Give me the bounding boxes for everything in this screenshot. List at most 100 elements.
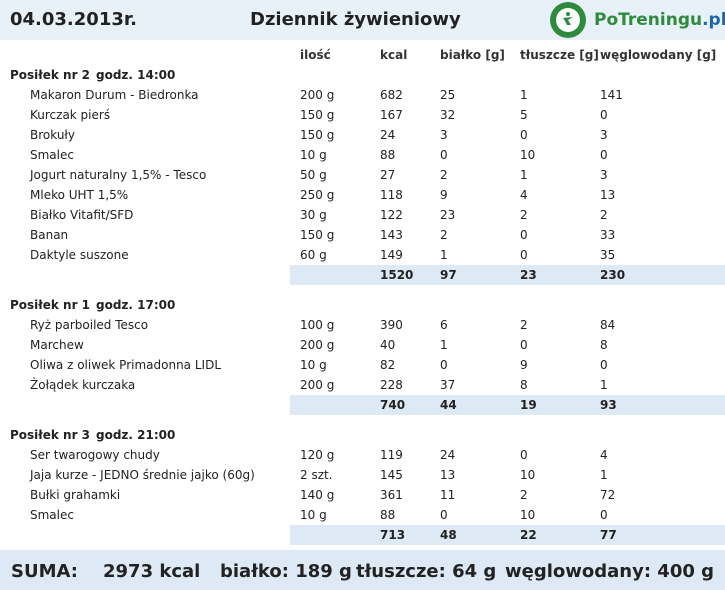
- column-header-protein: białko [g]: [440, 48, 505, 62]
- cell-carbs: 8: [600, 338, 608, 352]
- cell-kcal: 82: [380, 358, 396, 372]
- summary-carbs: węglowodany: 400 g: [505, 561, 715, 582]
- cell-qty: 150 g: [300, 228, 335, 242]
- cell-kcal: 390: [380, 318, 403, 332]
- cell-protein: 3: [440, 128, 448, 142]
- total-fat: 19: [520, 398, 537, 412]
- cell-qty: 30 g: [300, 208, 327, 222]
- cell-kcal: 118: [380, 188, 403, 202]
- cell-carbs: 1: [600, 468, 608, 482]
- total-protein: 48: [440, 528, 457, 542]
- cell-fat: 2: [520, 488, 528, 502]
- food-name: Bułki grahamki: [30, 488, 121, 502]
- total-kcal: 713: [380, 528, 406, 542]
- meal-total-row: 713 48 22 77: [0, 525, 725, 545]
- cell-carbs: 13: [600, 188, 616, 202]
- table-row: Marchew 200 g 40 1 0 8: [0, 335, 725, 355]
- cell-fat: 10: [520, 508, 536, 522]
- table-row: Ser twarogowy chudy 120 g 119 24 0 4: [0, 445, 725, 465]
- cell-fat: 0: [520, 128, 528, 142]
- cell-kcal: 167: [380, 108, 403, 122]
- table-row: Bułki grahamki 140 g 361 11 2 72: [0, 485, 725, 505]
- food-name: Smalec: [30, 148, 74, 162]
- cell-qty: 150 g: [300, 128, 335, 142]
- total-carbs: 77: [600, 528, 617, 542]
- cell-kcal: 149: [380, 248, 403, 262]
- meal-header: Posiłek nr 1 godz. 17:00: [0, 295, 725, 315]
- meal-time: godz. 21:00: [96, 428, 176, 442]
- cell-fat: 0: [520, 338, 528, 352]
- total-fat: 22: [520, 528, 537, 542]
- cell-carbs: 33: [600, 228, 616, 242]
- food-name: Oliwa z oliwek Primadonna LIDL: [30, 358, 222, 372]
- cell-qty: 10 g: [300, 148, 327, 162]
- table-row: Jogurt naturalny 1,5% - Tesco 50 g 27 2 1 3: [0, 165, 725, 185]
- table-row: Brokuły 150 g 24 3 0 3: [0, 125, 725, 145]
- column-header-qty: ilość: [300, 48, 331, 62]
- cell-fat: 5: [520, 108, 528, 122]
- cell-qty: 50 g: [300, 168, 327, 182]
- page-title: Dziennik żywieniowy: [250, 9, 461, 30]
- food-name: Żołądek kurczaka: [30, 378, 136, 392]
- cell-kcal: 88: [380, 508, 396, 522]
- cell-protein: 32: [440, 108, 456, 122]
- cell-fat: 0: [520, 448, 528, 462]
- cell-carbs: 0: [600, 148, 608, 162]
- page-header: 04.03.2013r. Dziennik żywieniowy PoTreni…: [0, 0, 725, 40]
- table-row: Białko Vitafit/SFD 30 g 122 23 2 2: [0, 205, 725, 225]
- cell-protein: 9: [440, 188, 448, 202]
- summary-kcal: 2973 kcal: [103, 561, 201, 582]
- cell-fat: 10: [520, 468, 536, 482]
- total-kcal: 1520: [380, 268, 414, 282]
- cell-carbs: 84: [600, 318, 616, 332]
- site-logo[interactable]: PoTreningu.pl: [550, 2, 725, 38]
- cell-fat: 1: [520, 168, 528, 182]
- cell-kcal: 361: [380, 488, 403, 502]
- meal-header: Posiłek nr 2 godz. 14:00: [0, 65, 725, 85]
- cell-qty: 200 g: [300, 338, 335, 352]
- cell-carbs: 0: [600, 508, 608, 522]
- table-row: Kurczak pierś 150 g 167 32 5 0: [0, 105, 725, 125]
- cell-qty: 10 g: [300, 358, 327, 372]
- cell-protein: 6: [440, 318, 448, 332]
- cell-qty: 140 g: [300, 488, 335, 502]
- food-name: Makaron Durum - Biedronka: [30, 88, 199, 102]
- cell-fat: 10: [520, 148, 536, 162]
- summary-bar: SUMA: 2973 kcal białko: 189 g tłuszcze: …: [0, 550, 725, 590]
- cell-protein: 1: [440, 248, 448, 262]
- meal-total-background: [290, 265, 725, 285]
- table-row: Żołądek kurczaka 200 g 228 37 8 1: [0, 375, 725, 395]
- cell-kcal: 24: [380, 128, 396, 142]
- cell-protein: 24: [440, 448, 456, 462]
- cell-protein: 0: [440, 148, 448, 162]
- total-carbs: 230: [600, 268, 626, 282]
- cell-kcal: 88: [380, 148, 396, 162]
- cell-qty: 200 g: [300, 378, 335, 392]
- cell-fat: 0: [520, 228, 528, 242]
- meal-time: godz. 14:00: [96, 68, 176, 82]
- table-row: Smalec 10 g 88 0 10 0: [0, 505, 725, 525]
- cell-kcal: 682: [380, 88, 403, 102]
- cell-fat: 0: [520, 248, 528, 262]
- total-kcal: 740: [380, 398, 406, 412]
- cell-kcal: 228: [380, 378, 403, 392]
- cell-carbs: 1: [600, 378, 608, 392]
- food-name: Ser twarogowy chudy: [30, 448, 160, 462]
- food-name: Białko Vitafit/SFD: [30, 208, 134, 222]
- cell-carbs: 0: [600, 358, 608, 372]
- food-name: Daktyle suszone: [30, 248, 129, 262]
- cell-fat: 4: [520, 188, 528, 202]
- food-name: Ryż parboiled Tesco: [30, 318, 149, 332]
- food-name: Mleko UHT 1,5%: [30, 188, 129, 202]
- cell-qty: 250 g: [300, 188, 335, 202]
- cell-kcal: 122: [380, 208, 403, 222]
- meal-total-background: [290, 525, 725, 545]
- table-row: Smalec 10 g 88 0 10 0: [0, 145, 725, 165]
- cell-qty: 100 g: [300, 318, 335, 332]
- cell-carbs: 3: [600, 168, 608, 182]
- cell-carbs: 2: [600, 208, 608, 222]
- table-row: Jaja kurze - JEDNO średnie jajko (60g) 2 …: [0, 465, 725, 485]
- total-protein: 44: [440, 398, 457, 412]
- summary-fat: tłuszcze: 64 g: [356, 561, 497, 582]
- cell-fat: 2: [520, 208, 528, 222]
